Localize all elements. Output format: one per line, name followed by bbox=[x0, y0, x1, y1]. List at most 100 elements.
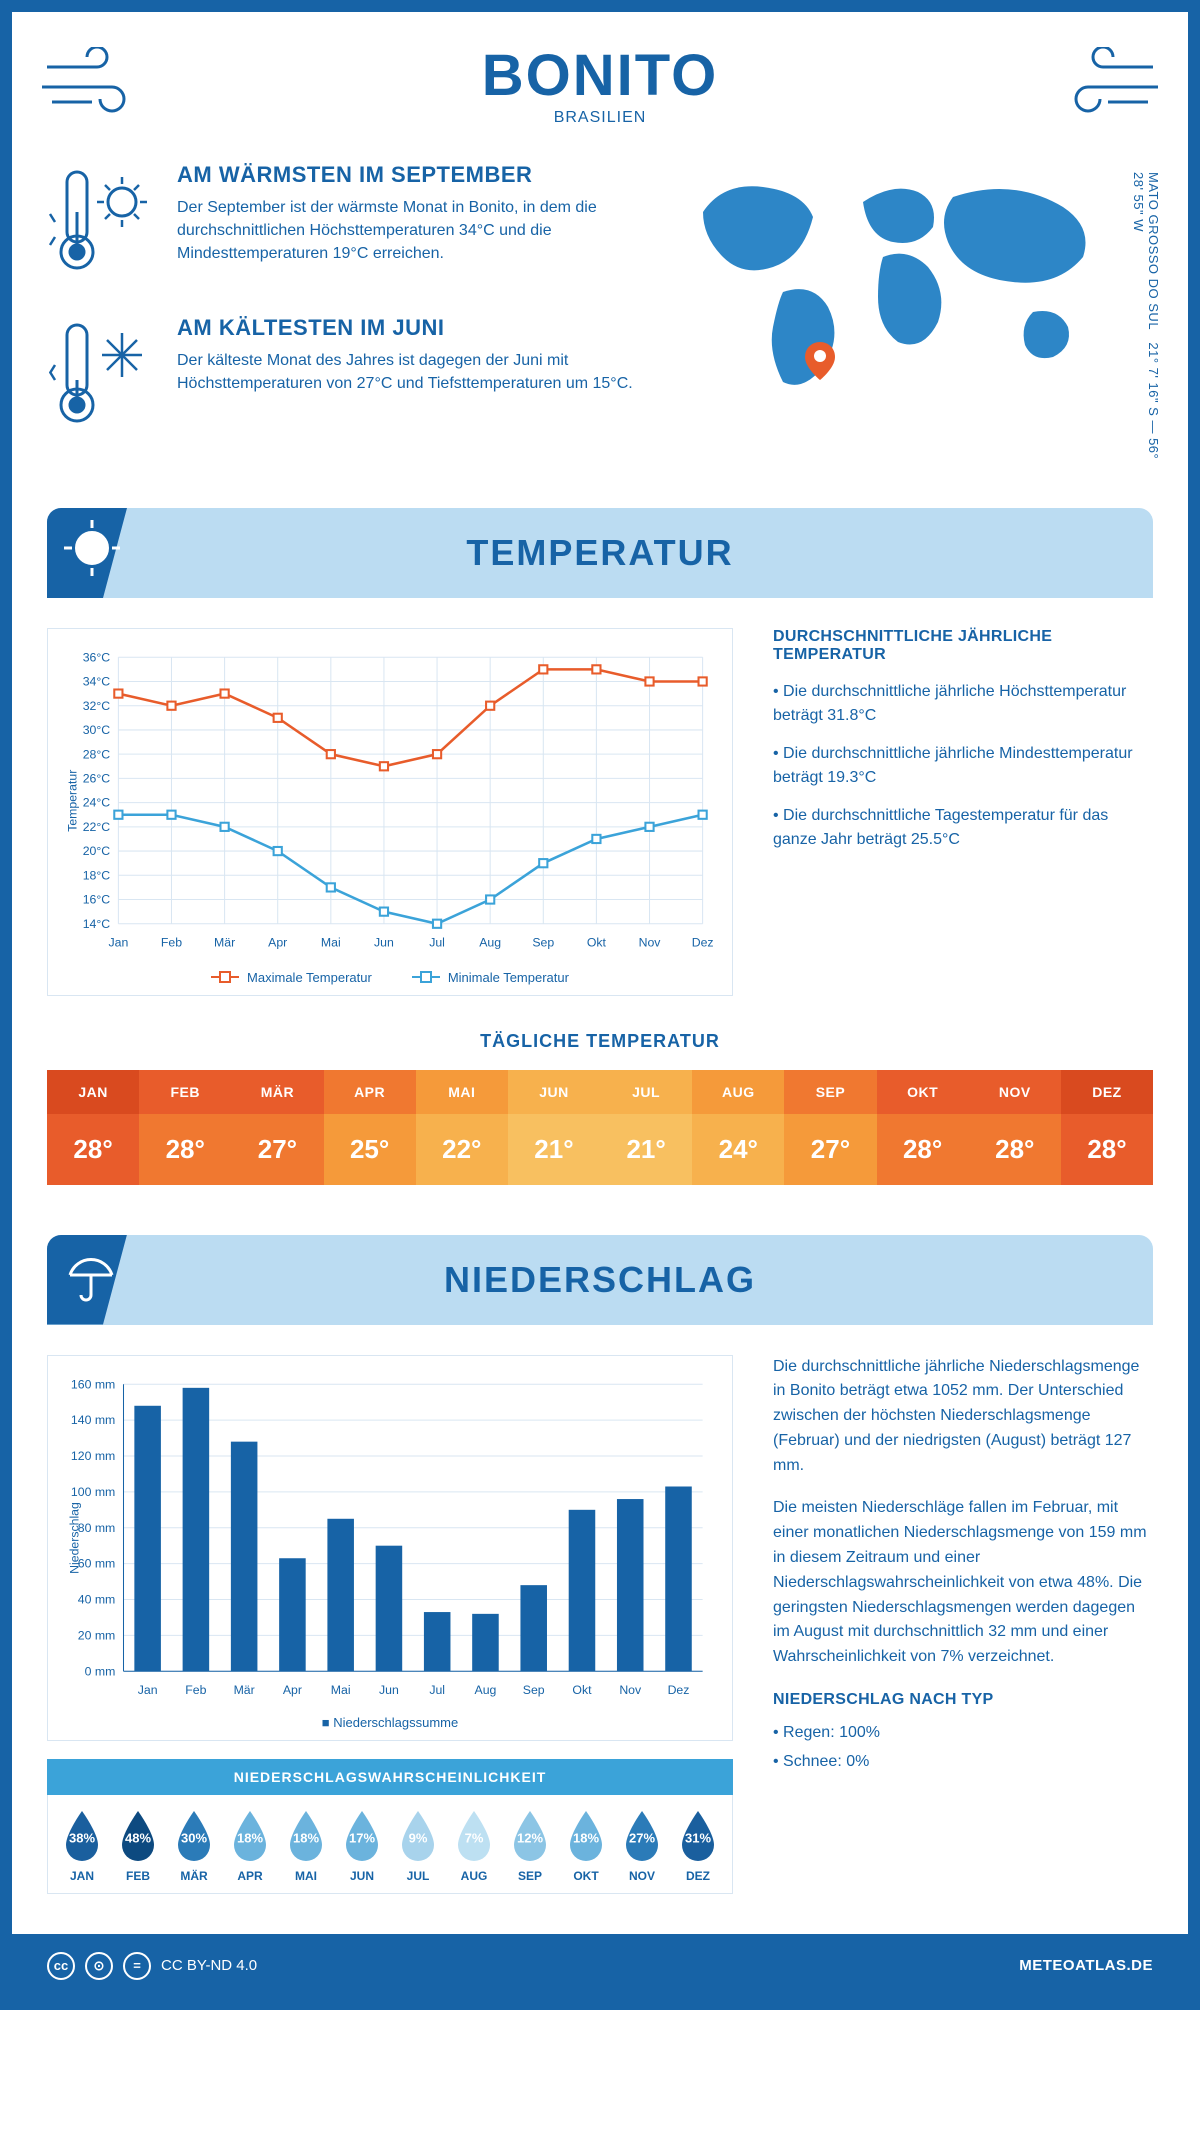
svg-text:Jun: Jun bbox=[379, 1682, 399, 1696]
license-text: CC BY-ND 4.0 bbox=[161, 1957, 257, 1974]
svg-text:20 mm: 20 mm bbox=[78, 1628, 116, 1642]
svg-text:Temperatur: Temperatur bbox=[65, 770, 79, 832]
svg-text:0 mm: 0 mm bbox=[85, 1664, 116, 1678]
svg-text:60 mm: 60 mm bbox=[78, 1556, 116, 1570]
svg-text:140 mm: 140 mm bbox=[71, 1413, 115, 1427]
probability-col: 30%MÄR bbox=[166, 1809, 222, 1883]
svg-text:16°C: 16°C bbox=[83, 893, 111, 907]
daily-col: JAN28° bbox=[47, 1070, 139, 1185]
warmest-text: Der September ist der wärmste Monat in B… bbox=[177, 196, 643, 266]
svg-text:Mär: Mär bbox=[234, 1682, 255, 1696]
warmest-title: AM WÄRMSTEN IM SEPTEMBER bbox=[177, 162, 643, 188]
svg-text:Nov: Nov bbox=[619, 1682, 642, 1696]
svg-text:Mai: Mai bbox=[321, 935, 341, 949]
probability-col: 27%NOV bbox=[614, 1809, 670, 1883]
wind-icon bbox=[37, 47, 147, 122]
svg-text:100 mm: 100 mm bbox=[71, 1484, 115, 1498]
temperature-line-chart: 14°C16°C18°C20°C22°C24°C26°C28°C30°C32°C… bbox=[47, 628, 733, 996]
daily-col: OKT28° bbox=[877, 1070, 969, 1185]
svg-text:Dez: Dez bbox=[692, 935, 714, 949]
wind-icon bbox=[1053, 47, 1163, 122]
location-marker-icon bbox=[805, 342, 835, 385]
bar-legend: Niederschlagssumme bbox=[62, 1715, 718, 1730]
svg-text:Mär: Mär bbox=[214, 935, 235, 949]
svg-text:160 mm: 160 mm bbox=[71, 1377, 115, 1391]
svg-text:Feb: Feb bbox=[161, 935, 182, 949]
probability-col: 18%MAI bbox=[278, 1809, 334, 1883]
svg-text:Mai: Mai bbox=[331, 1682, 351, 1696]
daily-col: JUL21° bbox=[600, 1070, 692, 1185]
probability-col: 9%JUL bbox=[390, 1809, 446, 1883]
probability-col: 48%FEB bbox=[110, 1809, 166, 1883]
footer: cc ⊙ = CC BY-ND 4.0 METEOATLAS.DE bbox=[12, 1934, 1188, 1998]
svg-text:Niederschlag: Niederschlag bbox=[67, 1501, 81, 1573]
probability-col: 38%JAN bbox=[54, 1809, 110, 1883]
section-header-temperature: TEMPERATUR bbox=[47, 508, 1153, 598]
probability-row: 38%JAN48%FEB30%MÄR18%APR18%MAI17%JUN9%JU… bbox=[47, 1795, 733, 1894]
svg-text:Jan: Jan bbox=[108, 935, 128, 949]
daily-col: NOV28° bbox=[969, 1070, 1061, 1185]
coldest-text: Der kälteste Monat des Jahres ist dagege… bbox=[177, 349, 643, 395]
precipitation-bar-chart: 0 mm 20 mm 40 mm 60 mm 80 mm 100 mm 120 mm 140 … bbox=[47, 1355, 733, 1741]
probability-col: 17%JUN bbox=[334, 1809, 390, 1883]
section-title: NIEDERSCHLAG bbox=[444, 1259, 756, 1301]
probability-col: 18%OKT bbox=[558, 1809, 614, 1883]
daily-col: AUG24° bbox=[692, 1070, 784, 1185]
coordinates: MATO GROSSO DO SUL 21° 7' 16" S — 56° 28… bbox=[1131, 172, 1161, 468]
svg-text:Nov: Nov bbox=[639, 935, 662, 949]
section-header-precipitation: NIEDERSCHLAG bbox=[47, 1235, 1153, 1325]
daily-temp-title: TÄGLICHE TEMPERATUR bbox=[47, 1031, 1153, 1052]
daily-col: MÄR27° bbox=[231, 1070, 323, 1185]
world-map-icon bbox=[673, 162, 1113, 402]
svg-text:Aug: Aug bbox=[475, 1682, 497, 1696]
by-icon: ⊙ bbox=[85, 1952, 113, 1980]
svg-text:Sep: Sep bbox=[532, 935, 554, 949]
svg-text:34°C: 34°C bbox=[83, 675, 111, 689]
thermometer-sun-icon bbox=[47, 162, 157, 287]
probability-col: 7%AUG bbox=[446, 1809, 502, 1883]
svg-text:18°C: 18°C bbox=[83, 868, 111, 882]
header: BONITO BRASILIEN bbox=[47, 42, 1153, 127]
svg-text:14°C: 14°C bbox=[83, 917, 111, 931]
daily-col: FEB28° bbox=[139, 1070, 231, 1185]
probability-title: NIEDERSCHLAGSWAHRSCHEINLICHKEIT bbox=[47, 1759, 733, 1795]
svg-text:Feb: Feb bbox=[185, 1682, 206, 1696]
svg-text:Aug: Aug bbox=[479, 935, 501, 949]
daily-col: APR25° bbox=[324, 1070, 416, 1185]
site-name: METEOATLAS.DE bbox=[1019, 1957, 1153, 1974]
thermometer-snow-icon bbox=[47, 315, 157, 440]
temperature-info: DURCHSCHNITTLICHE JÄHRLICHE TEMPERATUR •… bbox=[773, 628, 1153, 996]
chart-legend: Maximale Temperatur Minimale Temperatur bbox=[62, 970, 718, 985]
section-title: TEMPERATUR bbox=[466, 532, 733, 574]
coldest-block: AM KÄLTESTEN IM JUNI Der kälteste Monat … bbox=[47, 315, 643, 440]
umbrella-icon bbox=[62, 1245, 120, 1308]
daily-col: MAI22° bbox=[416, 1070, 508, 1185]
probability-col: 18%APR bbox=[222, 1809, 278, 1883]
svg-text:Okt: Okt bbox=[587, 935, 607, 949]
page-title: BONITO bbox=[47, 42, 1153, 109]
svg-text:36°C: 36°C bbox=[83, 650, 111, 664]
svg-text:Jul: Jul bbox=[429, 935, 445, 949]
svg-text:120 mm: 120 mm bbox=[71, 1449, 115, 1463]
svg-text:80 mm: 80 mm bbox=[78, 1520, 116, 1534]
daily-col: DEZ28° bbox=[1061, 1070, 1153, 1185]
cc-icon: cc bbox=[47, 1952, 75, 1980]
sun-icon bbox=[62, 518, 122, 583]
world-map-block: MATO GROSSO DO SUL 21° 7' 16" S — 56° 28… bbox=[673, 162, 1153, 468]
svg-text:Jun: Jun bbox=[374, 935, 394, 949]
probability-col: 12%SEP bbox=[502, 1809, 558, 1883]
svg-text:32°C: 32°C bbox=[83, 699, 111, 713]
nd-icon: = bbox=[123, 1952, 151, 1980]
probability-col: 31%DEZ bbox=[670, 1809, 726, 1883]
svg-text:22°C: 22°C bbox=[83, 820, 111, 834]
page-subtitle: BRASILIEN bbox=[47, 109, 1153, 127]
warmest-block: AM WÄRMSTEN IM SEPTEMBER Der September i… bbox=[47, 162, 643, 287]
svg-text:20°C: 20°C bbox=[83, 844, 111, 858]
svg-text:40 mm: 40 mm bbox=[78, 1592, 116, 1606]
coldest-title: AM KÄLTESTEN IM JUNI bbox=[177, 315, 643, 341]
svg-text:Apr: Apr bbox=[283, 1682, 302, 1696]
svg-text:30°C: 30°C bbox=[83, 723, 111, 737]
svg-text:Dez: Dez bbox=[668, 1682, 690, 1696]
svg-text:Sep: Sep bbox=[523, 1682, 545, 1696]
daily-col: JUN21° bbox=[508, 1070, 600, 1185]
